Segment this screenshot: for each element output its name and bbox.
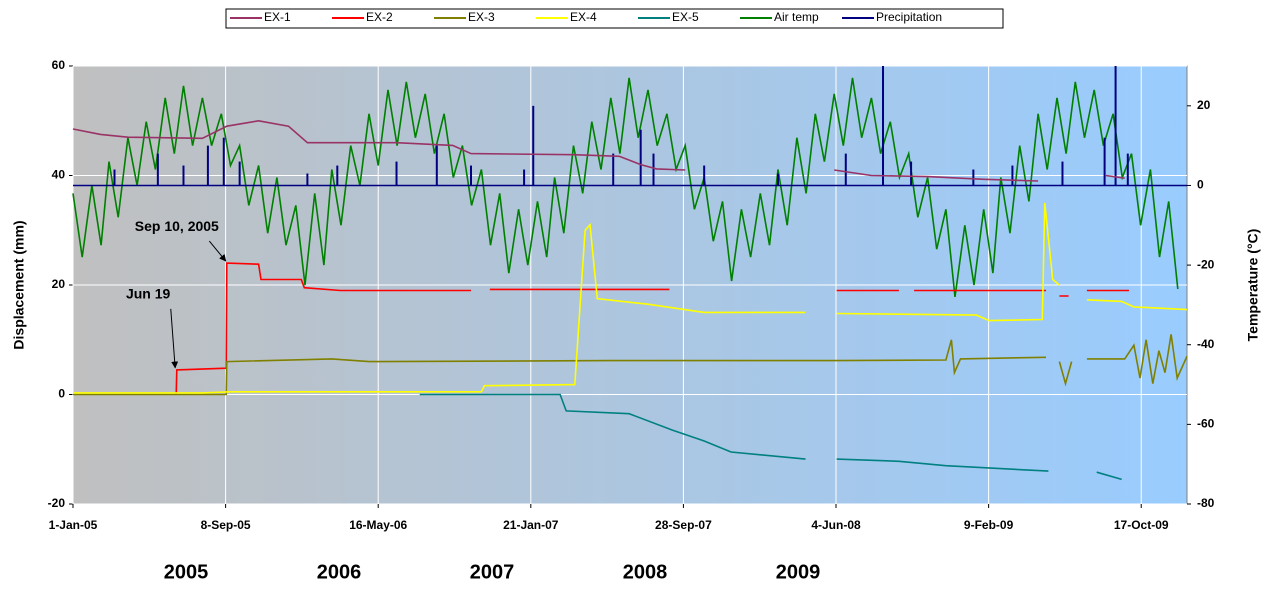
legend-label: EX-3 (468, 10, 495, 24)
year-label: 2009 (776, 561, 821, 583)
y2-tick-label: -20 (1197, 257, 1215, 271)
legend-box (225, 8, 1004, 29)
y-tick-label: 20 (52, 277, 66, 291)
legend-label: EX-1 (264, 10, 291, 24)
y-tick-label: 40 (52, 168, 66, 182)
series-line (72, 119, 1125, 182)
series-line (419, 393, 1122, 481)
x-tick-label: 21-Jan-07 (503, 518, 559, 532)
annotation: Jun 19 (126, 286, 171, 302)
x-tick-label: 4-Jun-08 (811, 518, 861, 532)
y2-tick-label: -60 (1197, 417, 1215, 431)
year-label: 2006 (317, 561, 362, 583)
y2-tick-label: 20 (1197, 98, 1211, 112)
y2-tick-label: 0 (1197, 178, 1204, 192)
series-line (73, 202, 1188, 394)
year-label: 2008 (623, 561, 668, 583)
annotation-arrow (208, 240, 227, 262)
y2-tick-label: -40 (1197, 337, 1215, 351)
legend-label: EX-2 (366, 10, 393, 24)
annotation: Sep 10, 2005 (135, 218, 219, 234)
y2-tick-label: -80 (1197, 496, 1215, 510)
legend-label: EX-4 (570, 10, 597, 24)
y2-axis-title: Temperature (°C) (1245, 229, 1261, 342)
series-line (175, 262, 1129, 395)
year-label: 2007 (470, 561, 515, 583)
x-tick-label: 17-Oct-09 (1114, 518, 1169, 532)
x-tick-label: 9-Feb-09 (964, 518, 1014, 532)
legend-label: EX-5 (672, 10, 699, 24)
series-line (72, 77, 1179, 298)
y-tick-label: -20 (48, 496, 66, 510)
x-tick-label: 16-May-06 (349, 518, 407, 532)
x-tick-label: 1-Jan-05 (49, 518, 98, 532)
legend-label: Precipitation (876, 10, 942, 24)
y-axis-title: Displacement (mm) (11, 220, 27, 349)
annotation-arrow (170, 308, 179, 369)
series-line (73, 334, 1188, 396)
y-tick-label: 60 (52, 58, 66, 72)
legend-label: Air temp (774, 10, 819, 24)
x-tick-label: 28-Sep-07 (655, 518, 712, 532)
year-label: 2005 (164, 561, 209, 583)
y-tick-label: 0 (58, 387, 65, 401)
x-tick-label: 8-Sep-05 (201, 518, 251, 532)
